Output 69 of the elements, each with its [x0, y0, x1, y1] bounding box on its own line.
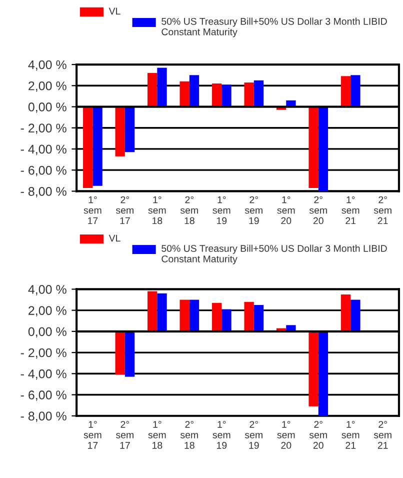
x-tick-label: 1° sem 19	[212, 196, 230, 224]
x-tick-label: 1° sem 20	[277, 196, 295, 224]
x-tick-label: 2° sem 18	[180, 420, 198, 449]
bar	[340, 294, 351, 332]
y-tick-label: 2,00 %	[28, 81, 66, 92]
legend-label: VL	[108, 234, 120, 242]
bar	[318, 106, 328, 192]
y-tick-label: - 2,00 %	[20, 124, 66, 134]
bar	[244, 302, 254, 332]
x-tick-label: 1° sem 18	[148, 420, 166, 449]
x-tick-label: 1° sem 18	[148, 196, 166, 224]
bar	[180, 300, 190, 332]
x-tick-label: 2° sem 20	[309, 196, 327, 224]
legend-label: 50% US Treasury Bill+50% US Dollar 3 Month LIBID Constant Maturity	[162, 244, 387, 264]
bar	[157, 293, 167, 332]
bar	[318, 331, 328, 416]
x-tick-label: 2° sem 21	[374, 196, 392, 224]
bar	[92, 106, 102, 186]
bar	[124, 106, 135, 152]
y-tick-label: - 4,00 %	[20, 144, 66, 156]
y-tick-label: 2,00 %	[28, 306, 66, 316]
x-tick-label: 1° sem 17	[84, 420, 102, 449]
bar	[157, 68, 167, 107]
x-tick-label: 1° sem 21	[342, 196, 360, 224]
bar	[148, 72, 158, 107]
bar	[308, 106, 318, 188]
x-tick-label: 2° sem 17	[116, 196, 134, 224]
bar	[115, 106, 125, 156]
bar	[254, 80, 264, 107]
bar	[350, 300, 360, 332]
bar	[340, 76, 351, 107]
bar	[254, 305, 264, 332]
bar	[222, 309, 232, 332]
x-tick-label: 2° sem 17	[116, 420, 134, 449]
x-tick-label: 1° sem 19	[212, 420, 230, 449]
bar	[212, 302, 222, 332]
y-tick-label: - 8,00 %	[20, 412, 66, 422]
bar	[308, 331, 318, 406]
bar	[124, 331, 135, 377]
y-tick-label: - 8,00 %	[20, 187, 66, 198]
y-tick-label: - 2,00 %	[20, 348, 66, 359]
x-tick-label: 2° sem 19	[244, 196, 262, 224]
y-tick-label: 4,00 %	[28, 284, 66, 296]
bar	[180, 81, 190, 107]
x-tick-label: 2° sem 21	[374, 420, 392, 449]
bar	[222, 84, 232, 107]
y-tick-label: 4,00 %	[28, 60, 66, 71]
legend-label: VL	[108, 8, 120, 14]
y-tick-label: - 6,00 %	[20, 166, 66, 176]
x-tick-label: 2° sem 20	[309, 420, 327, 449]
bar	[350, 75, 360, 107]
x-tick-label: 1° sem 17	[84, 196, 102, 224]
bar	[148, 291, 158, 332]
y-tick-label: 0,00 %	[28, 102, 66, 113]
y-tick-label: 0,00 %	[28, 327, 66, 338]
x-tick-label: 1° sem 21	[342, 420, 360, 449]
bar	[212, 84, 222, 107]
y-tick-label: - 6,00 %	[20, 390, 66, 401]
x-tick-label: 2° sem 18	[180, 196, 198, 224]
x-tick-label: 2° sem 19	[244, 420, 262, 449]
bar	[286, 325, 296, 332]
legend-label: 50% US Treasury Bill+50% US Dollar 3 Month LIBID Constant Maturity	[162, 18, 387, 38]
bar	[244, 82, 254, 107]
y-tick-label: - 4,00 %	[20, 369, 66, 380]
bar	[115, 331, 125, 375]
bar	[189, 300, 200, 332]
bar	[189, 75, 200, 107]
x-tick-label: 1° sem 20	[277, 420, 295, 449]
bar	[83, 106, 93, 188]
